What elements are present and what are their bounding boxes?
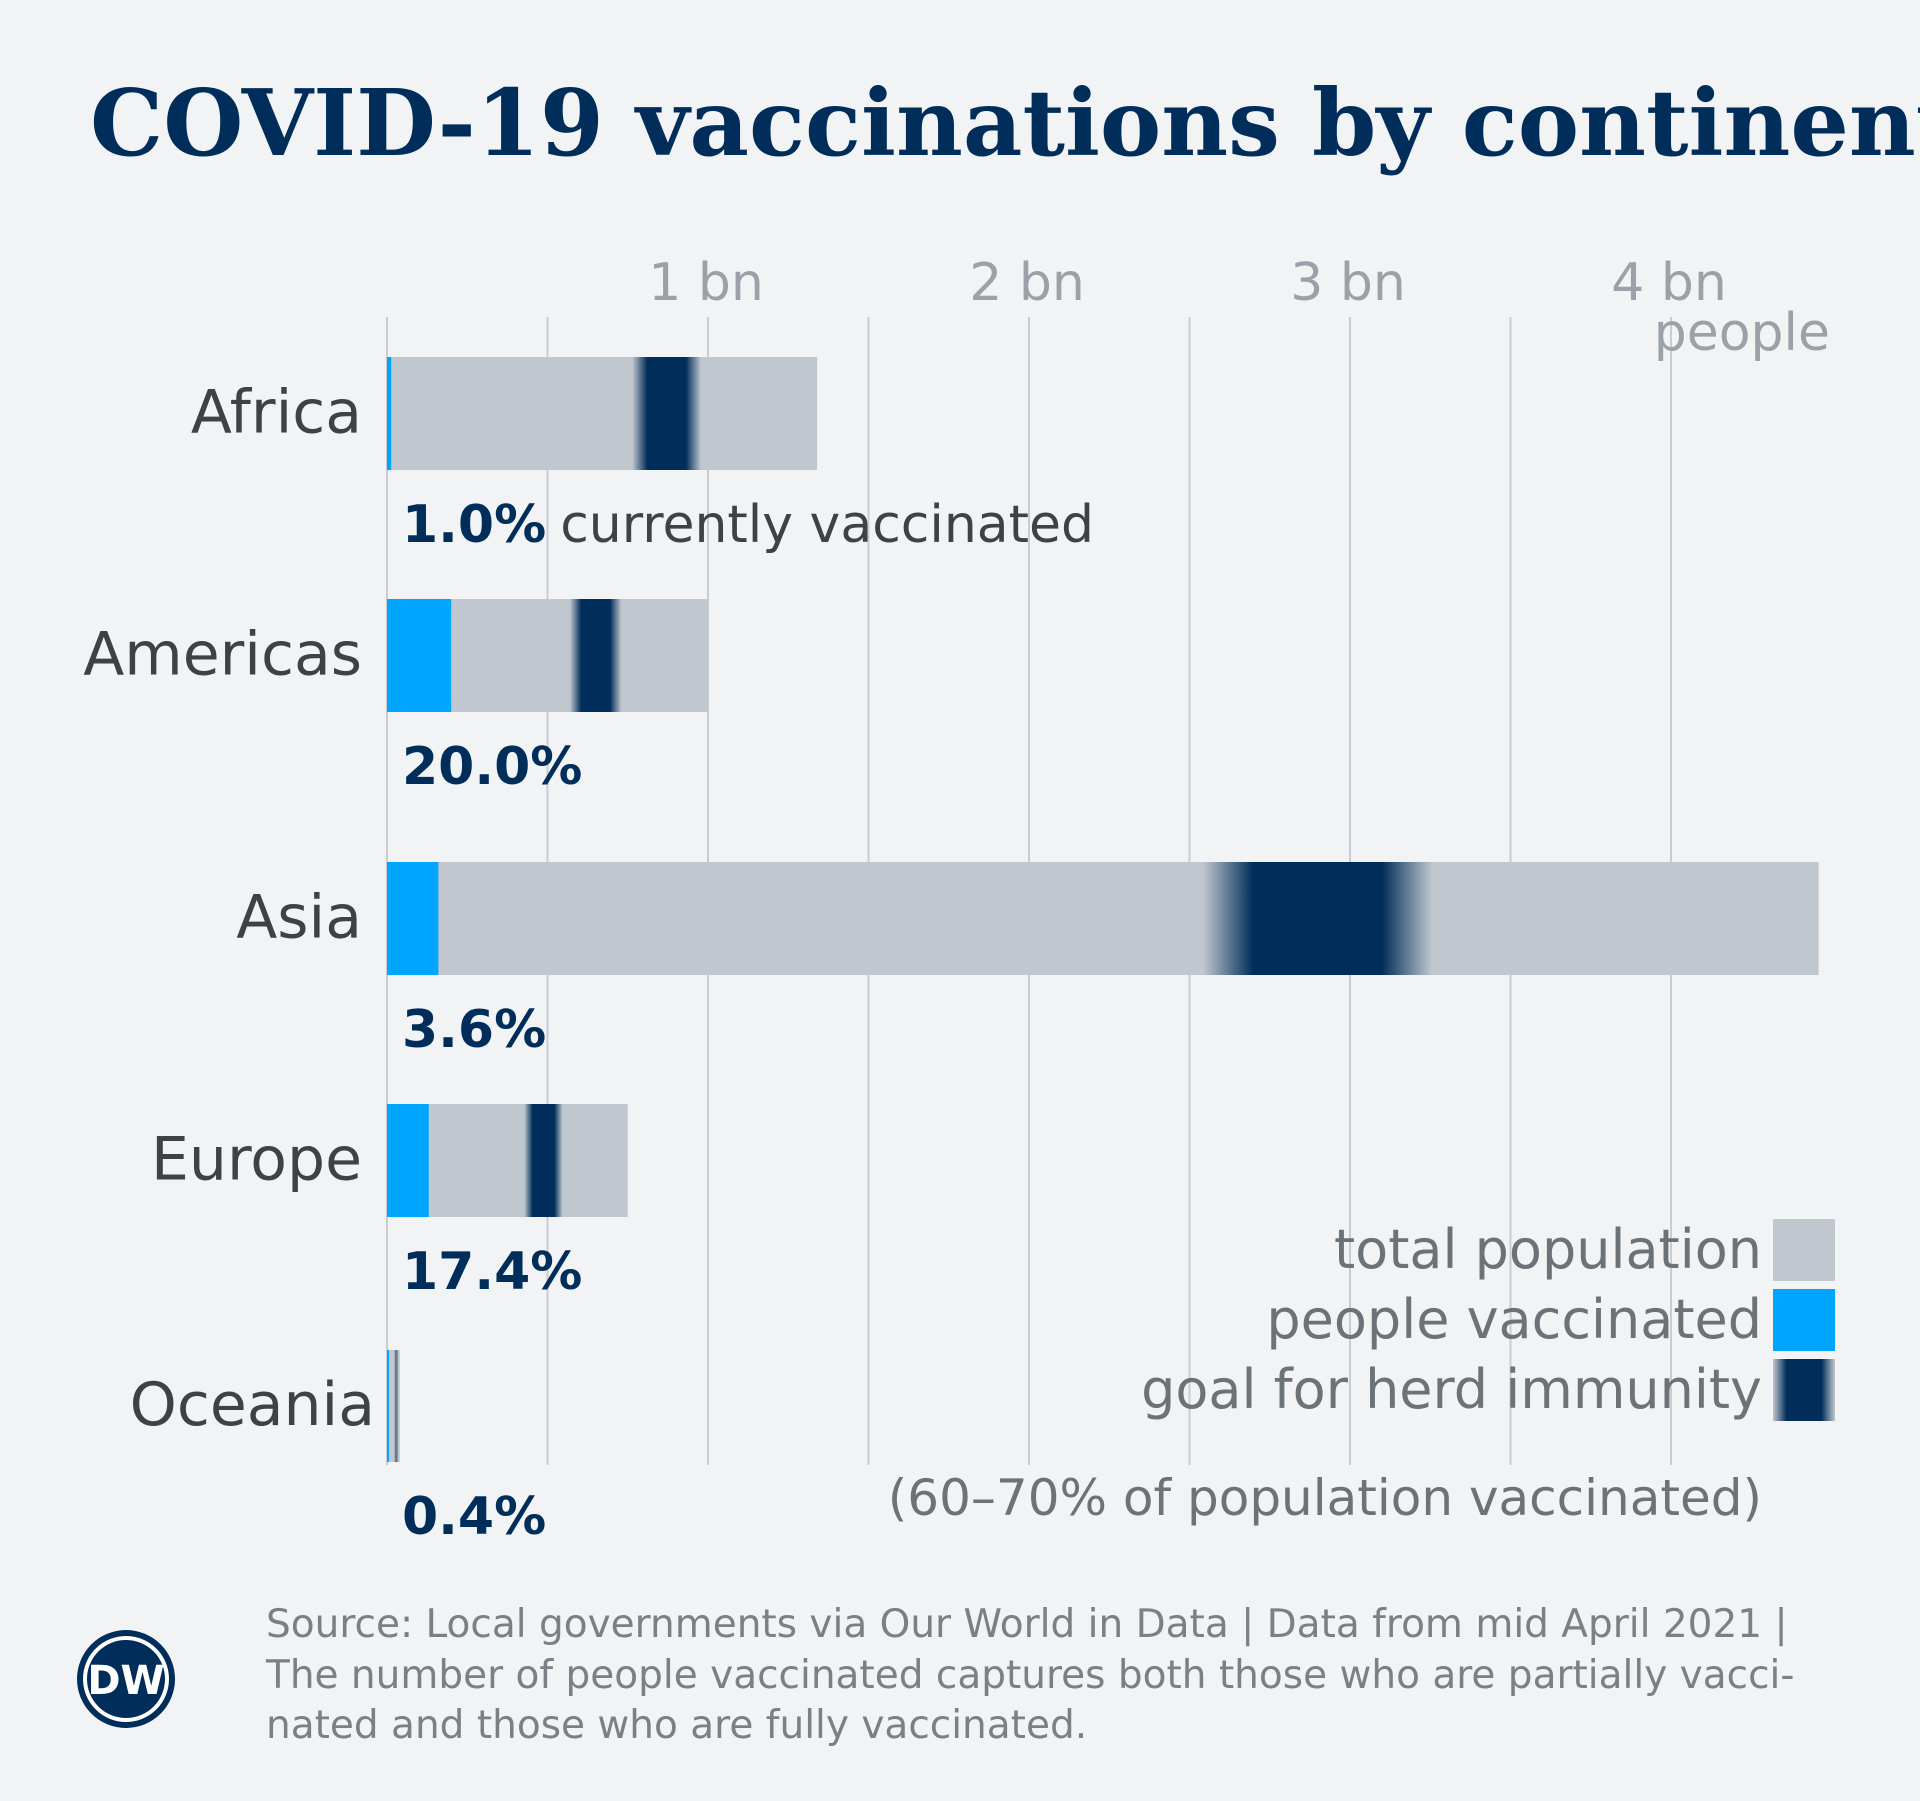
bar-herd-goal-europe [524, 1104, 563, 1217]
bar-vaccinated-europe [387, 1104, 429, 1217]
legend-note: (60–70% of population vaccinated) [888, 1469, 1762, 1527]
source-line-3: nated and those who are fully vaccinated… [266, 1703, 1087, 1748]
dw-logo-ring [83, 1636, 169, 1722]
legend-label: goal for herd immunity [1141, 1358, 1762, 1421]
bar-herd-goal-oceania [394, 1350, 398, 1462]
category-label-asia: Asia [236, 883, 362, 953]
category-label-oceania: Oceania [130, 1370, 375, 1440]
dw-logo-icon [77, 1630, 175, 1728]
annotation-currently-vaccinated: currently vaccinated [560, 495, 1094, 555]
category-label-americas: Americas [83, 620, 362, 690]
source-line-2: The number of people vaccinated captures… [265, 1653, 1794, 1698]
category-label-africa: Africa [191, 378, 362, 448]
bar-herd-goal-africa [632, 357, 702, 470]
bar-population-africa [387, 357, 818, 470]
category-labels: Africa Americas Asia Europe Oceania [83, 378, 375, 1441]
bar-vaccinated-africa [387, 357, 392, 470]
pct-label-oceania: 0.4% [402, 1487, 546, 1547]
legend: total population people vaccinated goal fo… [888, 1218, 1835, 1527]
bar-vaccinated-oceania [387, 1350, 389, 1462]
percentage-labels: 1.0% currently vaccinated 20.0% 3.6% 17.4% 0.… [402, 495, 1094, 1547]
dw-logo-text: DW [87, 1658, 164, 1704]
legend-label: people vaccinated [1266, 1288, 1762, 1351]
chart-title: COVID-19 vaccinations by continent [90, 69, 1920, 177]
pct-label-europe: 17.4% [402, 1242, 582, 1302]
source-line-1: Source: Local governments via Our World … [266, 1602, 1788, 1647]
bar-vaccinated-americas [387, 599, 452, 712]
x-axis-unit-label: people [1654, 303, 1830, 363]
category-label-europe: Europe [151, 1125, 362, 1195]
pct-label-asia: 3.6% [402, 1000, 546, 1060]
x-tick-label: 2 bn [969, 253, 1085, 313]
bars [387, 357, 1819, 1462]
bar-herd-goal-asia [1203, 862, 1433, 975]
bar-herd-goal-americas [569, 599, 622, 712]
x-axis-ticks: 1 bn 2 bn 3 bn 4 bn [648, 253, 1727, 313]
x-tick-label: 1 bn [648, 253, 764, 313]
footer: DW Source: Local governments via Our Wor… [77, 1602, 1794, 1748]
pct-label-africa: 1.0% currently vaccinated [402, 495, 1094, 555]
bar-vaccinated-asia [387, 862, 439, 975]
legend-label: total population [1334, 1218, 1762, 1281]
legend-swatch [1773, 1359, 1835, 1421]
x-tick-label: 4 bn [1611, 253, 1727, 313]
bar-population-asia [387, 862, 1819, 975]
legend-swatch [1773, 1289, 1835, 1351]
x-tick-label: 3 bn [1290, 253, 1406, 313]
pct-label-americas: 20.0% [402, 737, 582, 797]
legend-swatch [1773, 1219, 1835, 1281]
